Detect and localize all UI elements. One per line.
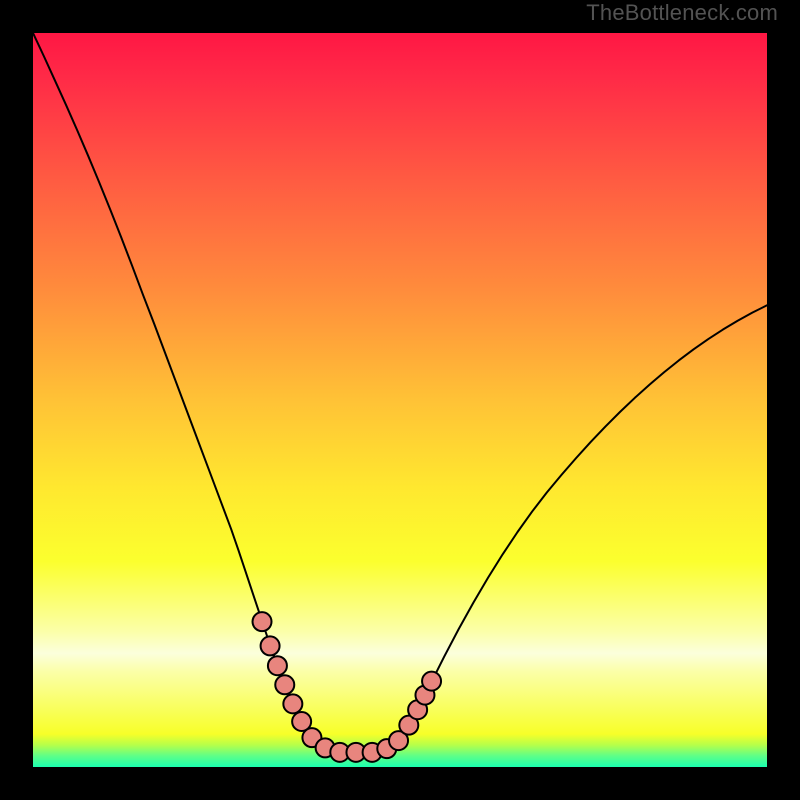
- data-marker: [253, 612, 272, 631]
- gradient-background: [33, 33, 767, 767]
- watermark-text: TheBottleneck.com: [586, 0, 778, 26]
- plot-svg: [33, 33, 767, 767]
- chart-container: TheBottleneck.com: [0, 0, 800, 800]
- data-marker: [268, 656, 287, 675]
- data-marker: [422, 672, 441, 691]
- plot-area: [33, 33, 767, 767]
- data-marker: [275, 675, 294, 694]
- data-marker: [283, 694, 302, 713]
- data-marker: [261, 636, 280, 655]
